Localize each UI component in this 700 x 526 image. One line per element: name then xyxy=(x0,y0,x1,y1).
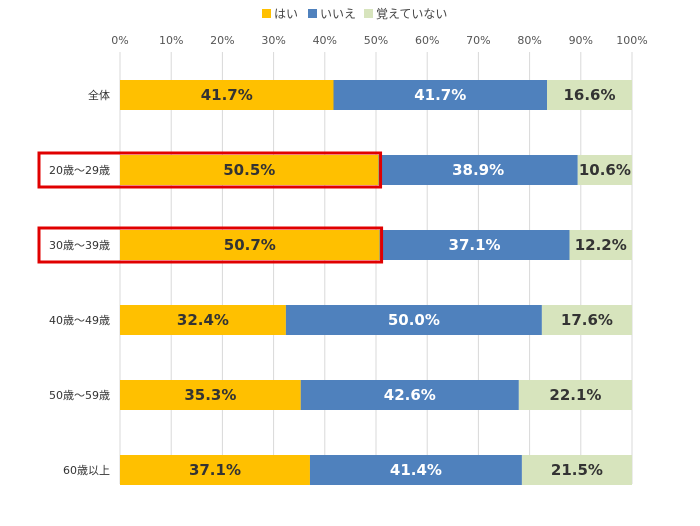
x-tick-label: 10% xyxy=(159,34,183,47)
data-label: 16.6% xyxy=(563,86,615,104)
legend-label: いいえ xyxy=(320,7,356,21)
legend-swatch xyxy=(308,9,317,18)
data-label: 17.6% xyxy=(561,311,613,329)
x-axis-ticks: 0% 10% 20% 30% 40% 50% 60% 70% 80% 90% 100% xyxy=(111,34,647,47)
data-label: 50.7% xyxy=(224,236,276,254)
data-label: 38.9% xyxy=(452,161,504,179)
highlight-boxes xyxy=(37,151,384,264)
bar-segment xyxy=(120,80,334,110)
highlight-box xyxy=(37,226,384,264)
bar-segment xyxy=(541,305,632,335)
category-label: 全体 xyxy=(88,88,110,102)
category-label: 30歳～39歳 xyxy=(49,239,110,252)
bar-segment xyxy=(309,455,522,485)
x-tick-label: 100% xyxy=(616,34,647,47)
highlight-box xyxy=(37,151,383,189)
data-label: 21.5% xyxy=(551,461,603,479)
bar-segment xyxy=(521,455,632,485)
bar-segment xyxy=(547,80,632,110)
legend-label: はい xyxy=(274,7,298,21)
bar-segment xyxy=(300,380,519,410)
bar-segment xyxy=(518,380,632,410)
x-tick-label: 30% xyxy=(261,34,285,47)
bar-segment xyxy=(378,155,578,185)
data-label: 50.0% xyxy=(388,311,440,329)
category-label: 20歳～29歳 xyxy=(49,164,110,177)
bar-segment xyxy=(120,305,286,335)
x-tick-label: 70% xyxy=(466,34,490,47)
bar-segment xyxy=(379,230,570,260)
bar-segment xyxy=(120,455,310,485)
x-tick-label: 60% xyxy=(415,34,439,47)
x-tick-label: 40% xyxy=(313,34,337,47)
gridlines xyxy=(119,52,633,484)
data-label: 32.4% xyxy=(177,311,229,329)
bar-segment xyxy=(285,305,542,335)
data-label: 22.1% xyxy=(549,386,601,404)
data-label: 37.1% xyxy=(189,461,241,479)
bar-segment xyxy=(120,380,301,410)
x-tick-label: 20% xyxy=(210,34,234,47)
x-tick-label: 80% xyxy=(517,34,541,47)
data-label: 42.6% xyxy=(384,386,436,404)
data-label: 10.6% xyxy=(579,161,631,179)
bars xyxy=(120,80,632,485)
category-label: 60歳以上 xyxy=(63,464,110,477)
data-label: 41.4% xyxy=(390,461,442,479)
bar-segment xyxy=(577,155,632,185)
category-labels: 全体 20歳～29歳 30歳～39歳 40歳～49歳 50歳～59歳 60歳以上 xyxy=(49,88,110,477)
bar-segment xyxy=(569,230,632,260)
data-label: 41.7% xyxy=(414,86,466,104)
x-tick-label: 0% xyxy=(111,34,128,47)
category-label: 40歳～49歳 xyxy=(49,314,110,327)
legend-swatch xyxy=(364,9,373,18)
bar-segment xyxy=(333,80,548,110)
data-labels: 41.7% 41.7% 16.6% 50.5% 38.9% 10.6% 50.7% 37.1%… xyxy=(177,86,631,479)
data-label: 37.1% xyxy=(449,236,501,254)
legend-swatch xyxy=(262,9,271,18)
data-label: 41.7% xyxy=(201,86,253,104)
bar-segment xyxy=(120,230,380,260)
x-tick-label: 50% xyxy=(364,34,388,47)
legend-label: 覚えていない xyxy=(376,7,447,21)
data-label: 12.2% xyxy=(575,236,627,254)
category-label: 50歳～59歳 xyxy=(49,389,110,402)
data-label: 50.5% xyxy=(223,161,275,179)
bar-segment xyxy=(120,155,379,185)
legend: はい いいえ 覚えていない xyxy=(262,7,447,21)
data-label: 35.3% xyxy=(184,386,236,404)
x-tick-label: 90% xyxy=(569,34,593,47)
